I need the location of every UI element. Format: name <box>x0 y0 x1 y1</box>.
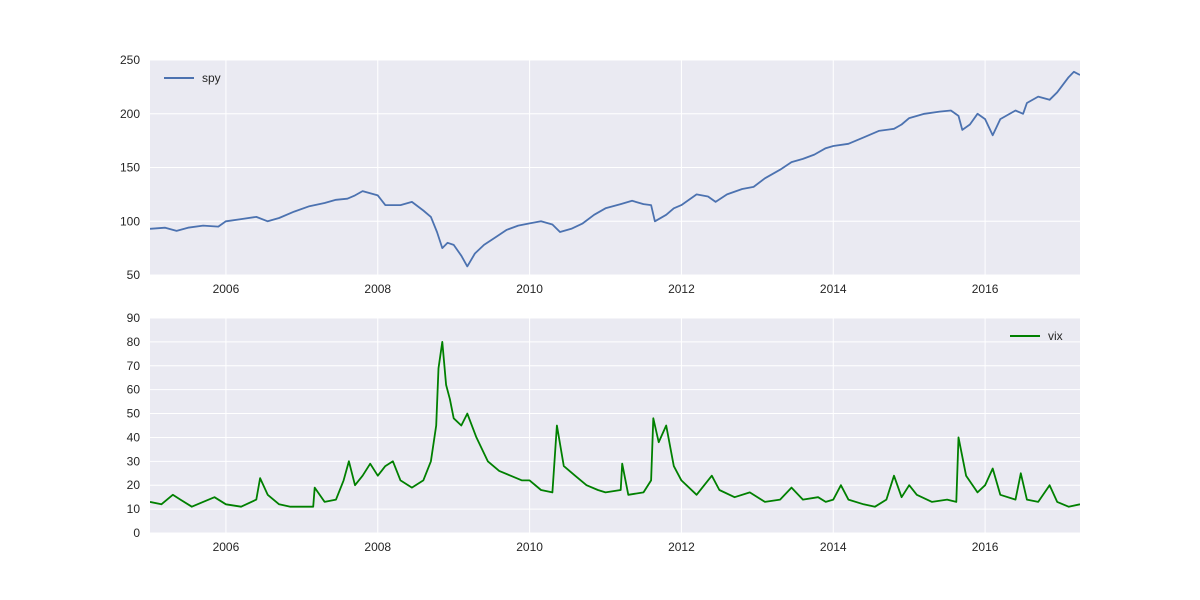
y-tick-label: 50 <box>127 268 141 282</box>
x-tick-label: 2008 <box>364 540 391 554</box>
x-tick-label: 2016 <box>972 540 999 554</box>
y-tick-label: 20 <box>127 478 141 492</box>
x-tick-label: 2016 <box>972 282 999 296</box>
series-line-spy <box>150 70 1080 268</box>
y-tick-label: 90 <box>127 311 141 325</box>
y-tick-label: 70 <box>127 359 141 373</box>
chart-panel-1: 2006 2008 2010 2012 2014 2016 50 100 150 200 250 sp… <box>120 53 1080 296</box>
x-tick-label: 2014 <box>820 540 847 554</box>
x-tick-label: 2010 <box>516 282 543 296</box>
x-tick-label: 2012 <box>668 540 695 554</box>
y-tick-label: 250 <box>120 53 140 67</box>
y-tick-label: 100 <box>120 214 140 228</box>
y-tick-label: 80 <box>127 335 141 349</box>
x-tick-label: 2012 <box>668 282 695 296</box>
y-tick-label: 10 <box>127 502 141 516</box>
y-tick-label: 50 <box>127 407 141 421</box>
series-line-vix <box>150 340 1080 508</box>
y-tick-label: 30 <box>127 454 141 468</box>
legend: spy <box>164 71 221 85</box>
y-tick-label: 60 <box>127 383 141 397</box>
y-tick-label: 200 <box>120 107 140 121</box>
legend-label: vix <box>1048 329 1063 343</box>
plot-area <box>150 318 1080 533</box>
y-tick-label: 40 <box>127 430 141 444</box>
legend: vix <box>1010 329 1063 343</box>
legend-label: spy <box>202 71 221 85</box>
y-tick-label: 0 <box>133 526 140 540</box>
x-tick-label: 2006 <box>213 540 240 554</box>
x-tick-label: 2014 <box>820 282 847 296</box>
x-tick-label: 2010 <box>516 540 543 554</box>
y-tick-label: 150 <box>120 161 140 175</box>
x-tick-label: 2008 <box>364 282 391 296</box>
chart-panel-2: 2006 2008 2010 2012 2014 2016 0 10 20 30 40 50 60 70 8… <box>127 311 1080 554</box>
x-tick-label: 2006 <box>213 282 240 296</box>
